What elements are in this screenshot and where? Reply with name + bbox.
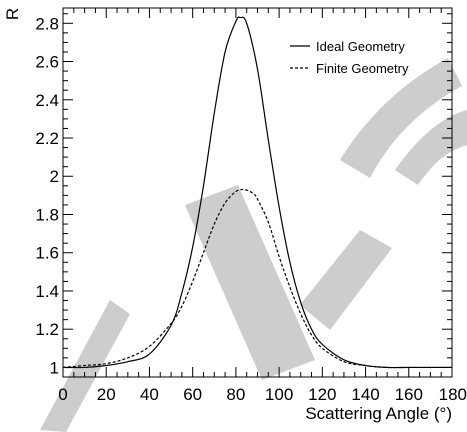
x-axis-title: Scattering Angle (°) xyxy=(305,404,452,423)
series-layer xyxy=(62,16,452,369)
x-tick-label: 20 xyxy=(97,385,116,404)
watermark-stroke-diagonal xyxy=(185,185,315,380)
watermark-stroke-arc xyxy=(340,58,462,178)
y-axis-title: R xyxy=(3,8,22,20)
series-line-finite-geometry xyxy=(62,188,452,369)
series-line-ideal-geometry xyxy=(62,16,452,369)
x-tick-label: 0 xyxy=(58,385,67,404)
x-tick-label: 100 xyxy=(265,385,293,404)
y-tick-label: 1.2 xyxy=(35,320,59,339)
y-tick-label: 2.2 xyxy=(35,129,59,148)
x-tick-label: 160 xyxy=(395,385,423,404)
legend-label-ideal: Ideal Geometry xyxy=(316,39,405,54)
y-tick-label: 1.6 xyxy=(35,244,59,263)
watermark-stroke-right xyxy=(300,230,392,330)
y-tick-label: 2.6 xyxy=(35,53,59,72)
x-tick-label: 40 xyxy=(140,385,159,404)
x-axis-ticks: 0 20 40 60 80 100 120 140 160 180 xyxy=(58,8,467,404)
y-tick-label: 1 xyxy=(50,358,59,377)
watermark xyxy=(40,58,467,432)
legend: Ideal Geometry Finite Geometry xyxy=(290,39,409,76)
legend-label-finite: Finite Geometry xyxy=(316,61,409,76)
y-tick-label: 2.4 xyxy=(35,91,59,110)
x-tick-label: 60 xyxy=(183,385,202,404)
y-tick-label: 2 xyxy=(50,167,59,186)
y-tick-label: 2.8 xyxy=(35,14,59,33)
x-tick-label: 180 xyxy=(439,385,467,404)
y-tick-label: 1.4 xyxy=(35,282,59,301)
x-tick-label: 80 xyxy=(226,385,245,404)
y-tick-label: 1.8 xyxy=(35,205,59,224)
x-tick-label: 140 xyxy=(351,385,379,404)
y-axis-ticks: 1 1.2 1.4 1.6 1.8 2 2.2 2.4 2.6 2.8 xyxy=(35,13,452,377)
x-tick-label: 120 xyxy=(308,385,336,404)
